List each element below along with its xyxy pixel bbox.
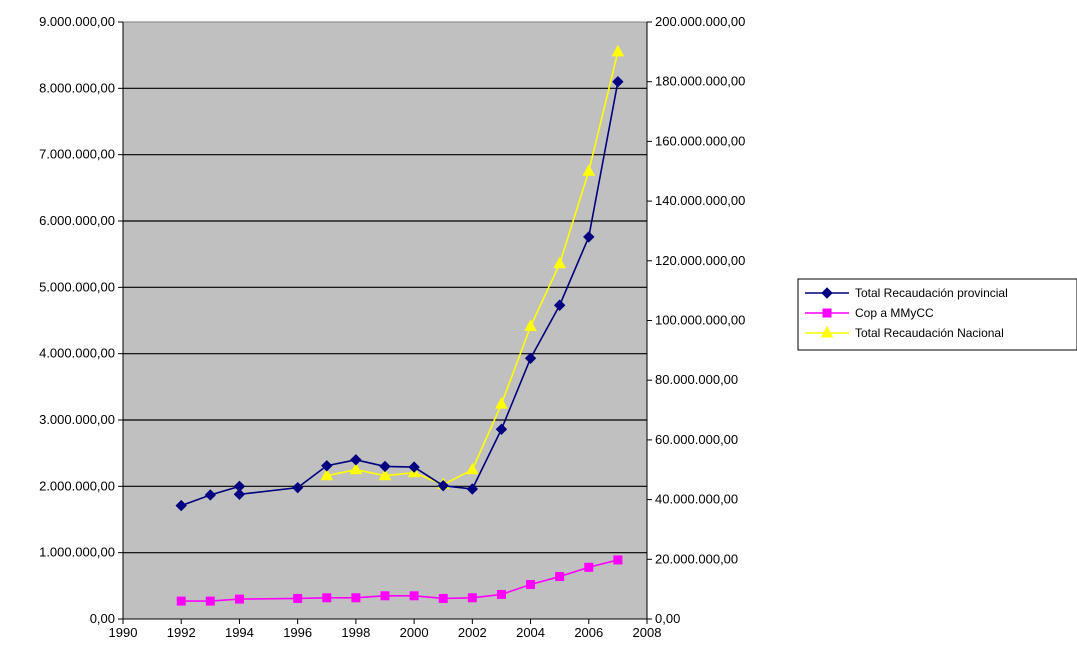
data-point: [612, 75, 624, 88]
legend-marker: [821, 287, 833, 299]
data-point: [380, 591, 390, 601]
left-tick-label: 5.000.000,00: [39, 279, 115, 294]
series-2: [320, 44, 625, 490]
data-point: [496, 589, 506, 599]
left-tick-label: 7.000.000,00: [39, 147, 115, 162]
legend-marker: [820, 325, 834, 338]
x-tick-label: 2008: [633, 625, 662, 640]
data-point: [378, 468, 392, 481]
legend-item: Cop a MMyCC: [805, 306, 934, 320]
data-point: [583, 231, 595, 243]
data-point: [582, 164, 596, 176]
right-tick-label: 40.000.000,00: [655, 492, 738, 507]
data-point: [495, 397, 508, 409]
legend-label: Total Recaudación provincial: [855, 286, 1008, 300]
data-point: [408, 461, 420, 473]
right-tick-label: 0,00: [655, 611, 680, 626]
right-tick-label: 180.000.000,00: [655, 74, 745, 89]
data-point: [553, 256, 567, 269]
data-point: [467, 593, 477, 603]
data-point: [351, 593, 361, 603]
data-point: [176, 596, 186, 606]
left-axis-tick-labels: 0,00 1.000.000,00 2.000.000,00 3.000.000,00…: [39, 14, 123, 626]
right-tick-label: 160.000.000,00: [655, 133, 745, 148]
left-tick-label: 9.000.000,00: [39, 14, 115, 29]
left-tick-label: 3.000.000,00: [39, 412, 115, 427]
x-tick-label: 2006: [574, 625, 603, 640]
x-tick-label: 2002: [458, 625, 487, 640]
x-tick-label: 1998: [341, 625, 370, 640]
data-point: [233, 488, 246, 501]
right-tick-label: 120.000.000,00: [655, 253, 745, 268]
data-point: [350, 454, 362, 466]
data-point: [175, 499, 187, 512]
data-point: [322, 593, 332, 603]
data-point: [584, 562, 594, 572]
right-tick-label: 20.000.000,00: [655, 551, 738, 566]
data-point: [553, 299, 566, 311]
x-tick-label: 2004: [516, 625, 545, 640]
data-point: [409, 591, 419, 601]
left-tick-label: 0,00: [90, 611, 115, 626]
left-tick-label: 2.000.000,00: [39, 478, 115, 493]
data-point: [524, 319, 537, 331]
gridlines: [123, 87, 647, 554]
right-tick-label: 100.000.000,00: [655, 313, 745, 328]
data-point: [466, 483, 479, 495]
right-tick-label: 200.000.000,00: [655, 14, 745, 29]
data-point: [291, 481, 304, 494]
data-point: [438, 593, 448, 603]
data-point: [379, 460, 391, 473]
series-layer: [175, 44, 625, 606]
plot-area: [122, 21, 648, 620]
x-tick-label: 1994: [225, 625, 254, 640]
data-point: [293, 593, 303, 603]
series-1: [176, 555, 623, 606]
data-point: [205, 596, 215, 606]
legend-item: Total Recaudación Nacional: [805, 325, 1004, 340]
legend: Total Recaudación provincial Cop a MMyCC T…: [797, 278, 1077, 351]
left-tick-label: 1.000.000,00: [39, 545, 115, 560]
right-tick-label: 140.000.000,00: [655, 193, 745, 208]
legend-marker: [822, 308, 832, 318]
data-point: [437, 479, 449, 492]
data-point: [465, 462, 479, 475]
right-tick-label: 80.000.000,00: [655, 372, 738, 387]
left-tick-label: 8.000.000,00: [39, 80, 115, 95]
x-tick-label: 1992: [167, 625, 196, 640]
left-tick-label: 6.000.000,00: [39, 213, 115, 228]
data-point: [321, 460, 333, 472]
left-tick-label: 4.000.000,00: [39, 346, 115, 361]
data-point: [611, 44, 625, 57]
data-point: [524, 352, 537, 365]
x-tick-label: 1996: [283, 625, 312, 640]
series-0: [175, 75, 624, 512]
data-point: [204, 489, 217, 501]
legend-label: Total Recaudación Nacional: [855, 326, 1004, 340]
legend-label: Cop a MMyCC: [855, 306, 934, 320]
right-axis-tick-labels: 0,00 20.000.000,00 40.000.000,00 60.000.000…: [647, 14, 745, 626]
data-point: [320, 468, 334, 481]
data-point: [526, 580, 536, 590]
data-point: [234, 594, 244, 604]
data-point: [349, 462, 363, 475]
legend-box: [797, 278, 1077, 351]
data-point: [613, 555, 623, 565]
data-point: [495, 423, 508, 435]
data-point: [555, 572, 565, 582]
right-tick-label: 60.000.000,00: [655, 432, 738, 447]
x-axis-tick-labels: 1990 1992 1994 1996 1998 2000 2002 2004 2006 2008: [109, 619, 662, 640]
x-tick-label: 2000: [400, 625, 429, 640]
legend-item: Total Recaudación provincial: [805, 286, 1008, 300]
x-tick-label: 1990: [109, 625, 138, 640]
